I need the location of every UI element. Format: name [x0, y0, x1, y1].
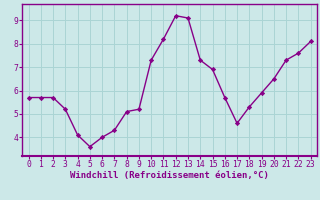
X-axis label: Windchill (Refroidissement éolien,°C): Windchill (Refroidissement éolien,°C): [70, 171, 269, 180]
